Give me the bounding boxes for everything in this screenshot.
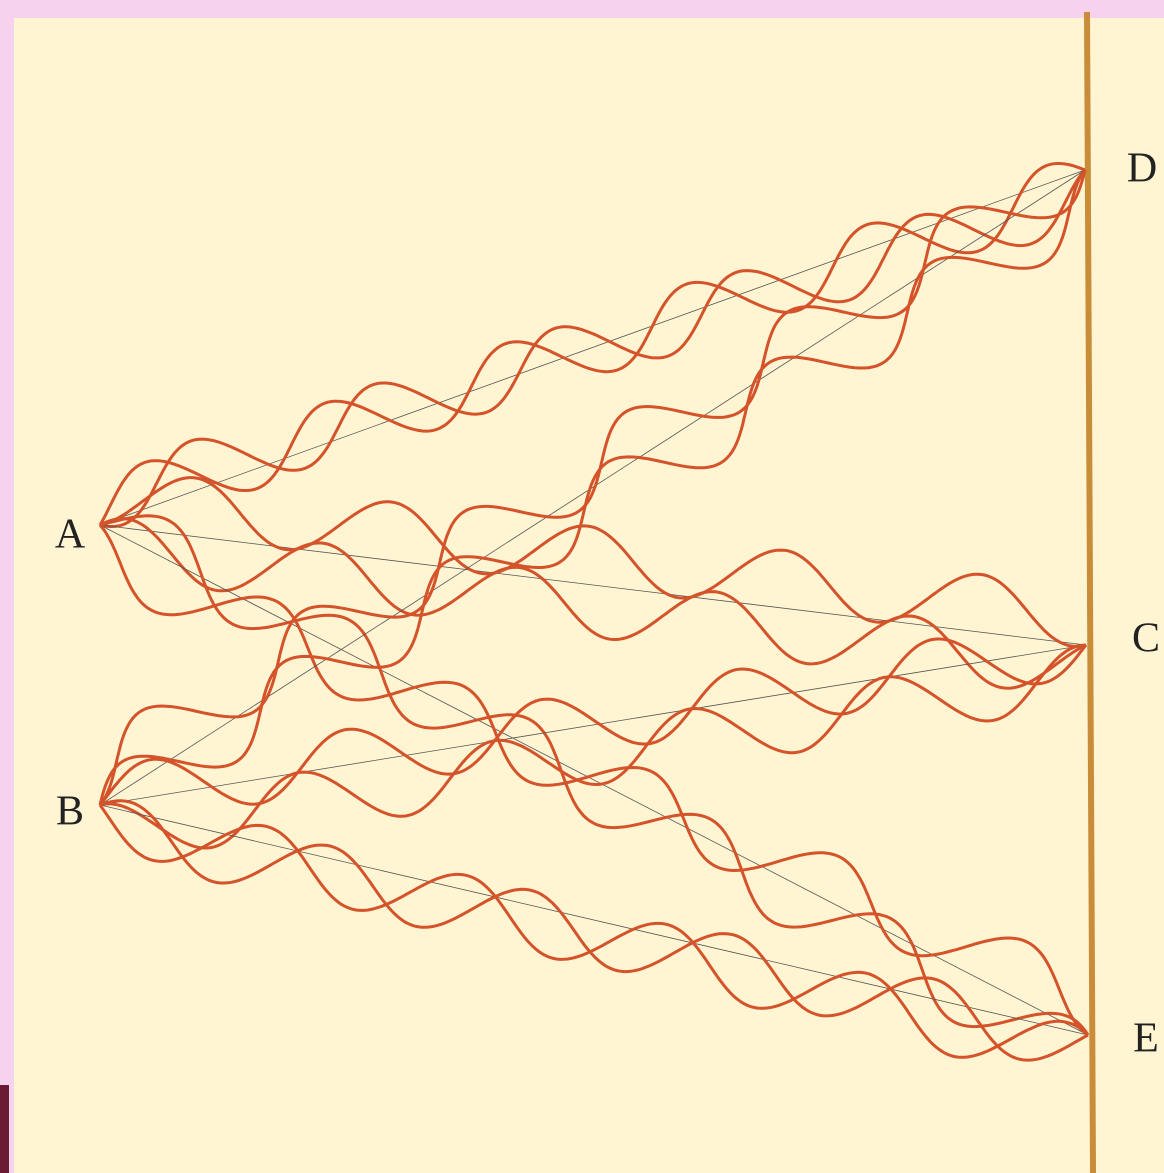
screen — [1084, 11, 1096, 1173]
wave — [99, 643, 1087, 850]
wave — [98, 169, 1087, 806]
label-b: B — [56, 789, 84, 835]
wave — [99, 476, 1087, 648]
ray — [99, 524, 1087, 646]
wave — [98, 637, 1088, 806]
wave — [98, 524, 1089, 1037]
paper — [14, 18, 1164, 1173]
ray — [99, 169, 1086, 526]
label-e: E — [1133, 1016, 1159, 1062]
ray — [99, 804, 1089, 1036]
label-c: C — [1132, 616, 1160, 662]
wave — [98, 169, 1087, 806]
wave — [99, 169, 1087, 529]
wave — [99, 799, 1089, 1062]
wave — [99, 514, 1090, 1036]
ray — [99, 644, 1087, 806]
wave — [98, 804, 1090, 1059]
wave — [98, 162, 1086, 526]
ray — [99, 524, 1089, 1036]
wave — [99, 517, 1087, 690]
label-d: D — [1127, 146, 1157, 192]
waves — [98, 162, 1090, 1062]
label-a: A — [55, 512, 86, 558]
edge-mark — [0, 1085, 9, 1173]
